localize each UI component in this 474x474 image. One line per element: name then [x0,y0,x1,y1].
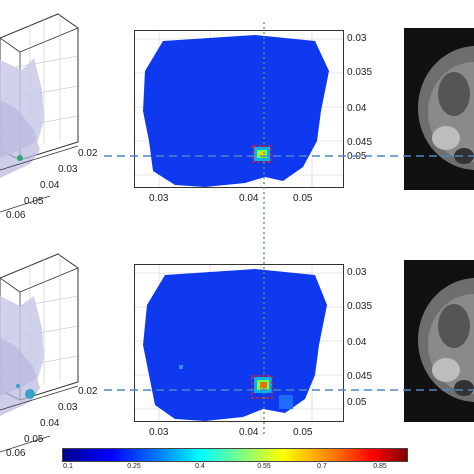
top-map-xtick: 0.05 [293,193,313,204]
top-map-ytick: 0.05 [347,151,367,162]
top-map-ytick: 0.045 [347,137,373,148]
top-hotspot-box [252,145,272,163]
bottom-hotspot-box [251,375,273,399]
top-map-xtick: 0.04 [239,193,259,204]
top-map-ytick: 0.035 [347,67,373,78]
top-map-ytick: 0.04 [347,103,367,114]
bottom-3d-tick: 0.06 [6,448,26,459]
top-3d-hotspot-marker [17,155,23,161]
top-map-svg [135,31,343,187]
bottom-3d-tick: 0.02 [78,386,98,397]
top-map-region [143,35,329,187]
top-3d-tick: 0.02 [78,148,98,159]
bottom-3d-tick: 0.04 [40,418,60,429]
colorbar-tick: 0.4 [195,463,205,470]
bottom-map-ytick: 0.05 [347,397,367,408]
bottom-3d-tick: 0.05 [24,434,44,445]
bottom-map-region [143,269,327,421]
bottom-map-xtick: 0.05 [293,427,313,438]
bottom-map-svg [135,265,343,421]
top-3d-tick: 0.06 [6,210,26,221]
bottom-3d-plot: 0.02 0.03 0.04 0.05 0.06 [0,240,100,460]
top-map-xtick: 0.03 [149,193,169,204]
bottom-map-frame: 0.03 0.04 0.05 0.03 0.035 0.04 0.045 0.0… [134,264,372,438]
top-map-frame: 0.03 0.04 0.05 0.03 0.035 0.04 0.045 0.0… [134,30,372,204]
colorbar-tick: 0.7 [317,463,327,470]
bottom-map-xtick: 0.03 [149,427,169,438]
top-3d-plot: 0.02 0.03 0.04 0.05 0.06 [0,0,100,221]
bottom-3d-tick: 0.03 [58,402,78,413]
top-3d-tick: 0.05 [24,196,44,207]
bottom-map-ytick: 0.045 [347,371,373,382]
colorbar-tick: 0.1 [63,463,73,470]
bottom-map-ytick: 0.04 [347,337,367,348]
top-map-ytick: 0.03 [347,33,367,44]
colorbar-tick: 0.85 [373,463,387,470]
bottom-map-ytick: 0.03 [347,267,367,278]
top-3d-tick: 0.03 [58,164,78,175]
top-3d-tick: 0.04 [40,180,60,191]
top-mri-image [404,28,474,190]
bottom-3d-hotspot-marker [25,389,35,399]
colorbar [62,448,408,462]
colorbar-tick: 0.25 [127,463,141,470]
bottom-3d-axes [0,253,79,453]
bottom-map-xtick: 0.04 [239,427,259,438]
bottom-map-ytick: 0.035 [347,301,373,312]
colorbar-tick: 0.55 [257,463,271,470]
top-3d-axes [0,13,79,213]
bottom-mri-image [404,260,474,422]
